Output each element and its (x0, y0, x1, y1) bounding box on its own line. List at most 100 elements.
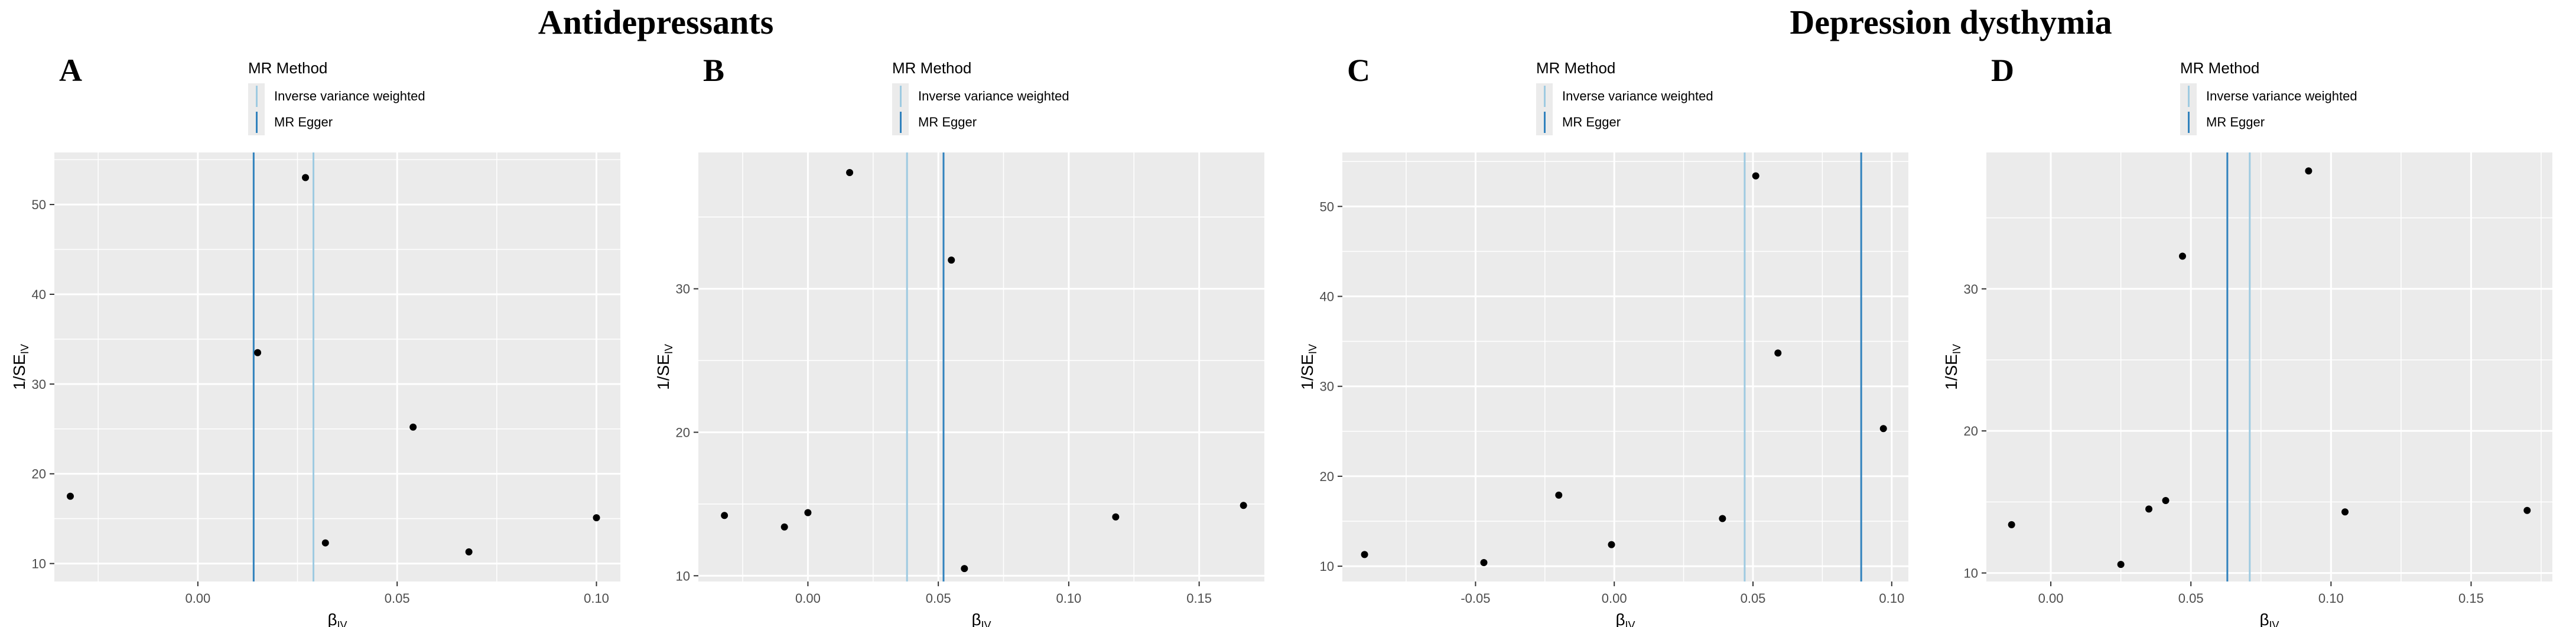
legend-item-ivw: Inverse variance weighted (1536, 83, 1784, 109)
legend-line-egger (900, 112, 902, 133)
legend: MR Method Inverse variance weighted MR E… (1536, 59, 1784, 142)
legend-title: MR Method (248, 59, 328, 77)
legend-key-egger (248, 109, 265, 135)
y-axis-label-main: 1/SE (654, 354, 672, 390)
data-point (2305, 167, 2312, 175)
data-point (1752, 172, 1759, 180)
y-tick-label: 10 (32, 557, 46, 571)
data-point (948, 256, 955, 264)
legend-item-egger: MR Egger (248, 109, 496, 135)
y-tick-label: 10 (1964, 566, 1978, 581)
x-tick-label: 0.05 (385, 591, 410, 606)
x-tick-label: 0.00 (795, 591, 821, 606)
legend: MR Method Inverse variance weighted MR E… (892, 59, 1140, 142)
y-axis-label: 1/SEIV (654, 344, 675, 390)
legend-line-ivw (900, 86, 902, 107)
legend-key-ivw (2180, 83, 2197, 109)
x-axis-label-main: β (971, 610, 981, 627)
data-point (254, 349, 262, 356)
y-tick-label: 50 (32, 197, 46, 212)
legend-line-ivw (2188, 86, 2190, 107)
plot-background (1986, 152, 2552, 581)
data-point (321, 539, 329, 547)
legend-key-egger (892, 109, 909, 135)
x-tick-label: 0.10 (1056, 591, 1081, 606)
data-point (302, 174, 310, 181)
data-point (66, 492, 74, 500)
data-point (780, 523, 788, 531)
x-tick-label: 0.10 (584, 591, 609, 606)
data-point (2178, 252, 2186, 260)
x-tick-label: 0.05 (926, 591, 951, 606)
x-axis-label-main: β (2259, 610, 2269, 627)
legend-line-egger (2188, 112, 2190, 133)
y-tick-label: 20 (1964, 424, 1978, 438)
panel-c: C MR Method Inverse variance weighted MR… (1288, 0, 1932, 627)
legend-line-ivw (256, 86, 258, 107)
data-point (1240, 502, 1247, 509)
data-point (465, 548, 473, 555)
data-point (1555, 491, 1563, 499)
x-tick-label: 0.00 (2038, 591, 2064, 606)
legend-title: MR Method (1536, 59, 1616, 77)
panel-b: B MR Method Inverse variance weighted MR… (644, 0, 1288, 627)
y-tick-label: 10 (676, 568, 690, 583)
data-point (2117, 561, 2125, 568)
legend-item-egger: MR Egger (1536, 109, 1784, 135)
x-axis-label-subscript: IV (981, 619, 991, 627)
y-axis-label-subscript: IV (1307, 344, 1319, 354)
legend-key-ivw (1536, 83, 1553, 109)
x-tick-label: 0.15 (1186, 591, 1212, 606)
x-axis-label-subscript: IV (2269, 619, 2279, 627)
legend-item-egger: MR Egger (2180, 109, 2428, 135)
legend-label-ivw: Inverse variance weighted (274, 89, 425, 103)
y-axis-label-main: 1/SE (1298, 354, 1316, 390)
y-tick-label: 20 (676, 425, 690, 440)
plot-background (1342, 152, 1908, 581)
x-axis-label-subscript: IV (1625, 619, 1635, 627)
legend-label-ivw: Inverse variance weighted (918, 89, 1069, 103)
y-tick-label: 20 (1320, 469, 1334, 484)
legend-label-ivw: Inverse variance weighted (1562, 89, 1713, 103)
x-axis-label-main: β (1615, 610, 1625, 627)
x-tick-label: 0.05 (2178, 591, 2204, 606)
y-axis-label-subscript: IV (663, 344, 675, 354)
y-tick-label: 30 (1320, 379, 1334, 394)
legend-label-egger: MR Egger (2206, 115, 2265, 129)
y-tick-label: 30 (1964, 282, 1978, 297)
panel-letter: C (1347, 53, 1370, 88)
legend-label-egger: MR Egger (274, 115, 333, 129)
panel-letter: A (59, 53, 82, 88)
data-point (1774, 349, 1782, 357)
x-tick-label: 0.15 (2458, 591, 2484, 606)
y-axis-label-subscript: IV (1951, 344, 1963, 354)
x-axis-label: βIV (1615, 610, 1635, 627)
legend: MR Method Inverse variance weighted MR E… (2180, 59, 2428, 142)
legend-item-ivw: Inverse variance weighted (2180, 83, 2428, 109)
y-tick-label: 20 (32, 467, 46, 482)
panel-d: D MR Method Inverse variance weighted MR… (1932, 0, 2576, 627)
data-point (1608, 541, 1615, 548)
x-tick-label: 0.10 (2318, 591, 2344, 606)
y-axis-label-subscript: IV (19, 344, 31, 354)
x-tick-label: 0.00 (1602, 591, 1627, 606)
panel-letter: D (1991, 53, 2014, 88)
legend-label-ivw: Inverse variance weighted (2206, 89, 2357, 103)
data-point (1719, 515, 1726, 522)
y-tick-label: 10 (1320, 559, 1334, 574)
legend-item-ivw: Inverse variance weighted (892, 83, 1140, 109)
legend-line-egger (256, 112, 258, 133)
legend-key-ivw (892, 83, 909, 109)
data-point (2341, 508, 2349, 516)
legend-label-egger: MR Egger (918, 115, 977, 129)
data-point (2162, 496, 2170, 504)
y-tick-label: 30 (32, 377, 46, 392)
legend-key-egger (1536, 109, 1553, 135)
y-tick-label: 40 (32, 287, 46, 302)
data-point (1879, 425, 1887, 433)
y-tick-label: 40 (1320, 290, 1334, 304)
legend-item-ivw: Inverse variance weighted (248, 83, 496, 109)
data-point (846, 168, 854, 176)
